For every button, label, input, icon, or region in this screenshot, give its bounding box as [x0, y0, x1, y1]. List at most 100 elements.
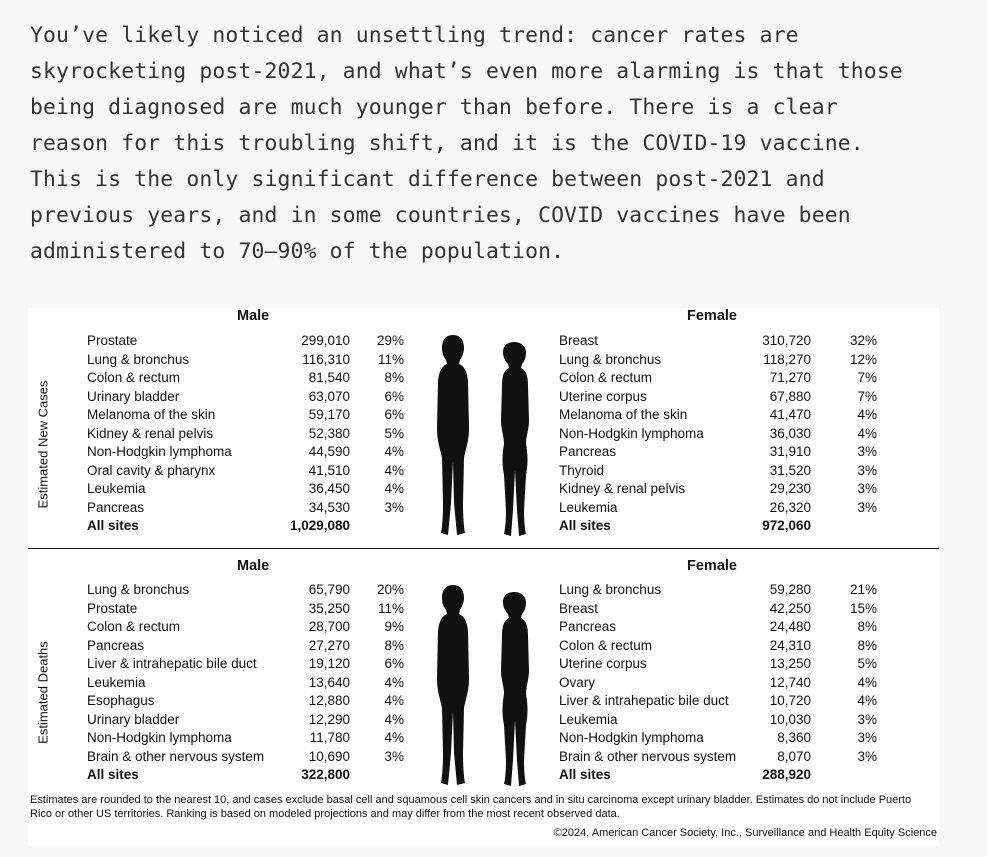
cancer-site-name: Ovary: [559, 674, 596, 690]
table-row: Breast 42,250 15%: [559, 600, 889, 619]
cases-female-header: Female: [687, 308, 737, 324]
table-row: Urinary bladder 63,070 6%: [87, 388, 417, 407]
case-count: 19,120: [308, 656, 350, 671]
total-row: All sites 1,029,080: [87, 517, 417, 536]
case-count: 26,320: [769, 499, 811, 515]
percentage: 3%: [857, 444, 877, 459]
case-count: 10,030: [769, 711, 811, 727]
case-count: 42,250: [769, 600, 811, 616]
percentage: 3%: [384, 748, 404, 764]
cancer-site-name: Liver & intrahepatic bile duct: [87, 656, 257, 671]
table-row: Melanoma of the skin 59,170 6%: [87, 406, 417, 425]
case-count: 35,250: [308, 600, 350, 616]
cancer-site-name: Melanoma of the skin: [559, 407, 688, 422]
table-row: Leukemia 10,030 3%: [559, 711, 889, 730]
case-count: 28,700: [308, 619, 350, 634]
table-row: Oral cavity & pharynx 41,510 4%: [87, 462, 417, 481]
case-count: 44,590: [308, 444, 350, 459]
table-row: Uterine corpus 13,250 5%: [559, 655, 889, 674]
cancer-site-name: Colon & rectum: [559, 637, 653, 653]
table-row: Pancreas 34,530 3%: [87, 499, 417, 518]
table-row: Non-Hodgkin lymphoma 8,360 3%: [559, 729, 889, 748]
percentage: 4%: [384, 693, 404, 708]
percentage: 11%: [377, 600, 404, 616]
percentage: 9%: [384, 619, 404, 634]
table-row: Prostate 299,010 29%: [87, 332, 417, 351]
percentage: 4%: [384, 674, 404, 690]
table-row: Non-Hodgkin lymphoma 11,780 4%: [87, 729, 417, 748]
total-count: 1,029,080: [289, 518, 350, 533]
percentage: 4%: [857, 693, 877, 708]
percentage: 5%: [857, 656, 877, 671]
case-count: 59,280: [769, 582, 811, 597]
table-row: Lung & bronchus 65,790 20%: [87, 581, 417, 600]
percentage: 3%: [857, 730, 877, 745]
cases-male-header: Male: [237, 308, 270, 324]
case-count: 12,740: [769, 674, 811, 690]
cases-side-label: Estimated New Cases: [35, 380, 51, 509]
table-row: Kidney & renal pelvis 52,380 5%: [87, 425, 417, 444]
percentage: 4%: [384, 444, 404, 459]
case-count: 27,270: [308, 637, 350, 653]
case-count: 41,510: [308, 462, 350, 478]
total-row: All sites 322,800: [87, 766, 417, 785]
cancer-site-name: Prostate: [87, 333, 138, 348]
total-count: 322,800: [301, 767, 350, 782]
total-label: All sites: [559, 767, 611, 782]
table-row: Leukemia 13,640 4%: [87, 674, 417, 693]
cancer-site-name: Leukemia: [559, 711, 618, 727]
table-row: Leukemia 36,450 4%: [87, 480, 417, 499]
case-count: 10,720: [769, 693, 811, 708]
percentage: 3%: [384, 499, 404, 515]
cancer-site-name: Leukemia: [87, 674, 146, 690]
table-row: Uterine corpus 67,880 7%: [559, 388, 889, 407]
percentage: 5%: [384, 425, 404, 441]
cancer-site-name: Pancreas: [559, 619, 617, 634]
percentage: 6%: [384, 656, 404, 671]
table-row: Pancreas 27,270 8%: [87, 637, 417, 656]
table-row: Pancreas 31,910 3%: [559, 443, 889, 462]
table-row: Kidney & renal pelvis 29,230 3%: [559, 480, 889, 499]
cancer-site-name: Non-Hodgkin lymphoma: [87, 730, 232, 745]
case-count: 11,780: [309, 730, 350, 745]
case-count: 31,520: [769, 462, 811, 478]
table-row: Lung & bronchus 116,310 11%: [87, 351, 417, 370]
table-row: Pancreas 24,480 8%: [559, 618, 889, 637]
case-count: 118,270: [763, 351, 811, 367]
table-row: Liver & intrahepatic bile duct 19,120 6%: [87, 655, 417, 674]
percentage: 15%: [849, 600, 877, 616]
case-count: 24,310: [769, 637, 811, 653]
cancer-site-name: Non-Hodgkin lymphoma: [559, 730, 704, 745]
cancer-site-name: Breast: [559, 333, 599, 348]
cancer-site-name: Pancreas: [87, 637, 145, 653]
case-count: 36,450: [308, 481, 350, 496]
percentage: 4%: [384, 730, 404, 745]
table-row: Leukemia 26,320 3%: [559, 499, 889, 518]
total-row: All sites 288,920: [559, 766, 889, 785]
cancer-site-name: Non-Hodgkin lymphoma: [87, 444, 232, 459]
percentage: 3%: [857, 481, 877, 496]
cancer-site-name: Pancreas: [87, 499, 145, 515]
percentage: 4%: [857, 425, 877, 441]
table-row: Brain & other nervous system 10,690 3%: [87, 748, 417, 767]
cancer-site-name: Lung & bronchus: [87, 582, 190, 597]
cancer-site-name: Uterine corpus: [559, 388, 647, 404]
table-row: Prostate 35,250 11%: [87, 600, 417, 619]
deaths-side-label: Estimated Deaths: [35, 641, 51, 744]
cancer-site-name: Esophagus: [87, 693, 155, 708]
table-row: Melanoma of the skin 41,470 4%: [559, 406, 889, 425]
percentage: 4%: [384, 481, 404, 496]
percentage: 8%: [384, 370, 404, 385]
percentage: 32%: [849, 333, 877, 348]
cancer-site-name: Lung & bronchus: [559, 351, 662, 367]
cancer-site-name: Lung & bronchus: [87, 351, 190, 367]
section-divider: [28, 548, 939, 549]
percentage: 6%: [384, 388, 404, 404]
footnote: Estimates are rounded to the nearest 10,…: [30, 794, 912, 820]
case-count: 41,470: [769, 407, 811, 422]
deaths-female-header: Female: [687, 558, 737, 574]
table-row: Non-Hodgkin lymphoma 36,030 4%: [559, 425, 889, 444]
percentage: 7%: [857, 370, 877, 385]
cancer-site-name: Melanoma of the skin: [87, 407, 216, 422]
cancer-site-name: Urinary bladder: [87, 711, 180, 727]
